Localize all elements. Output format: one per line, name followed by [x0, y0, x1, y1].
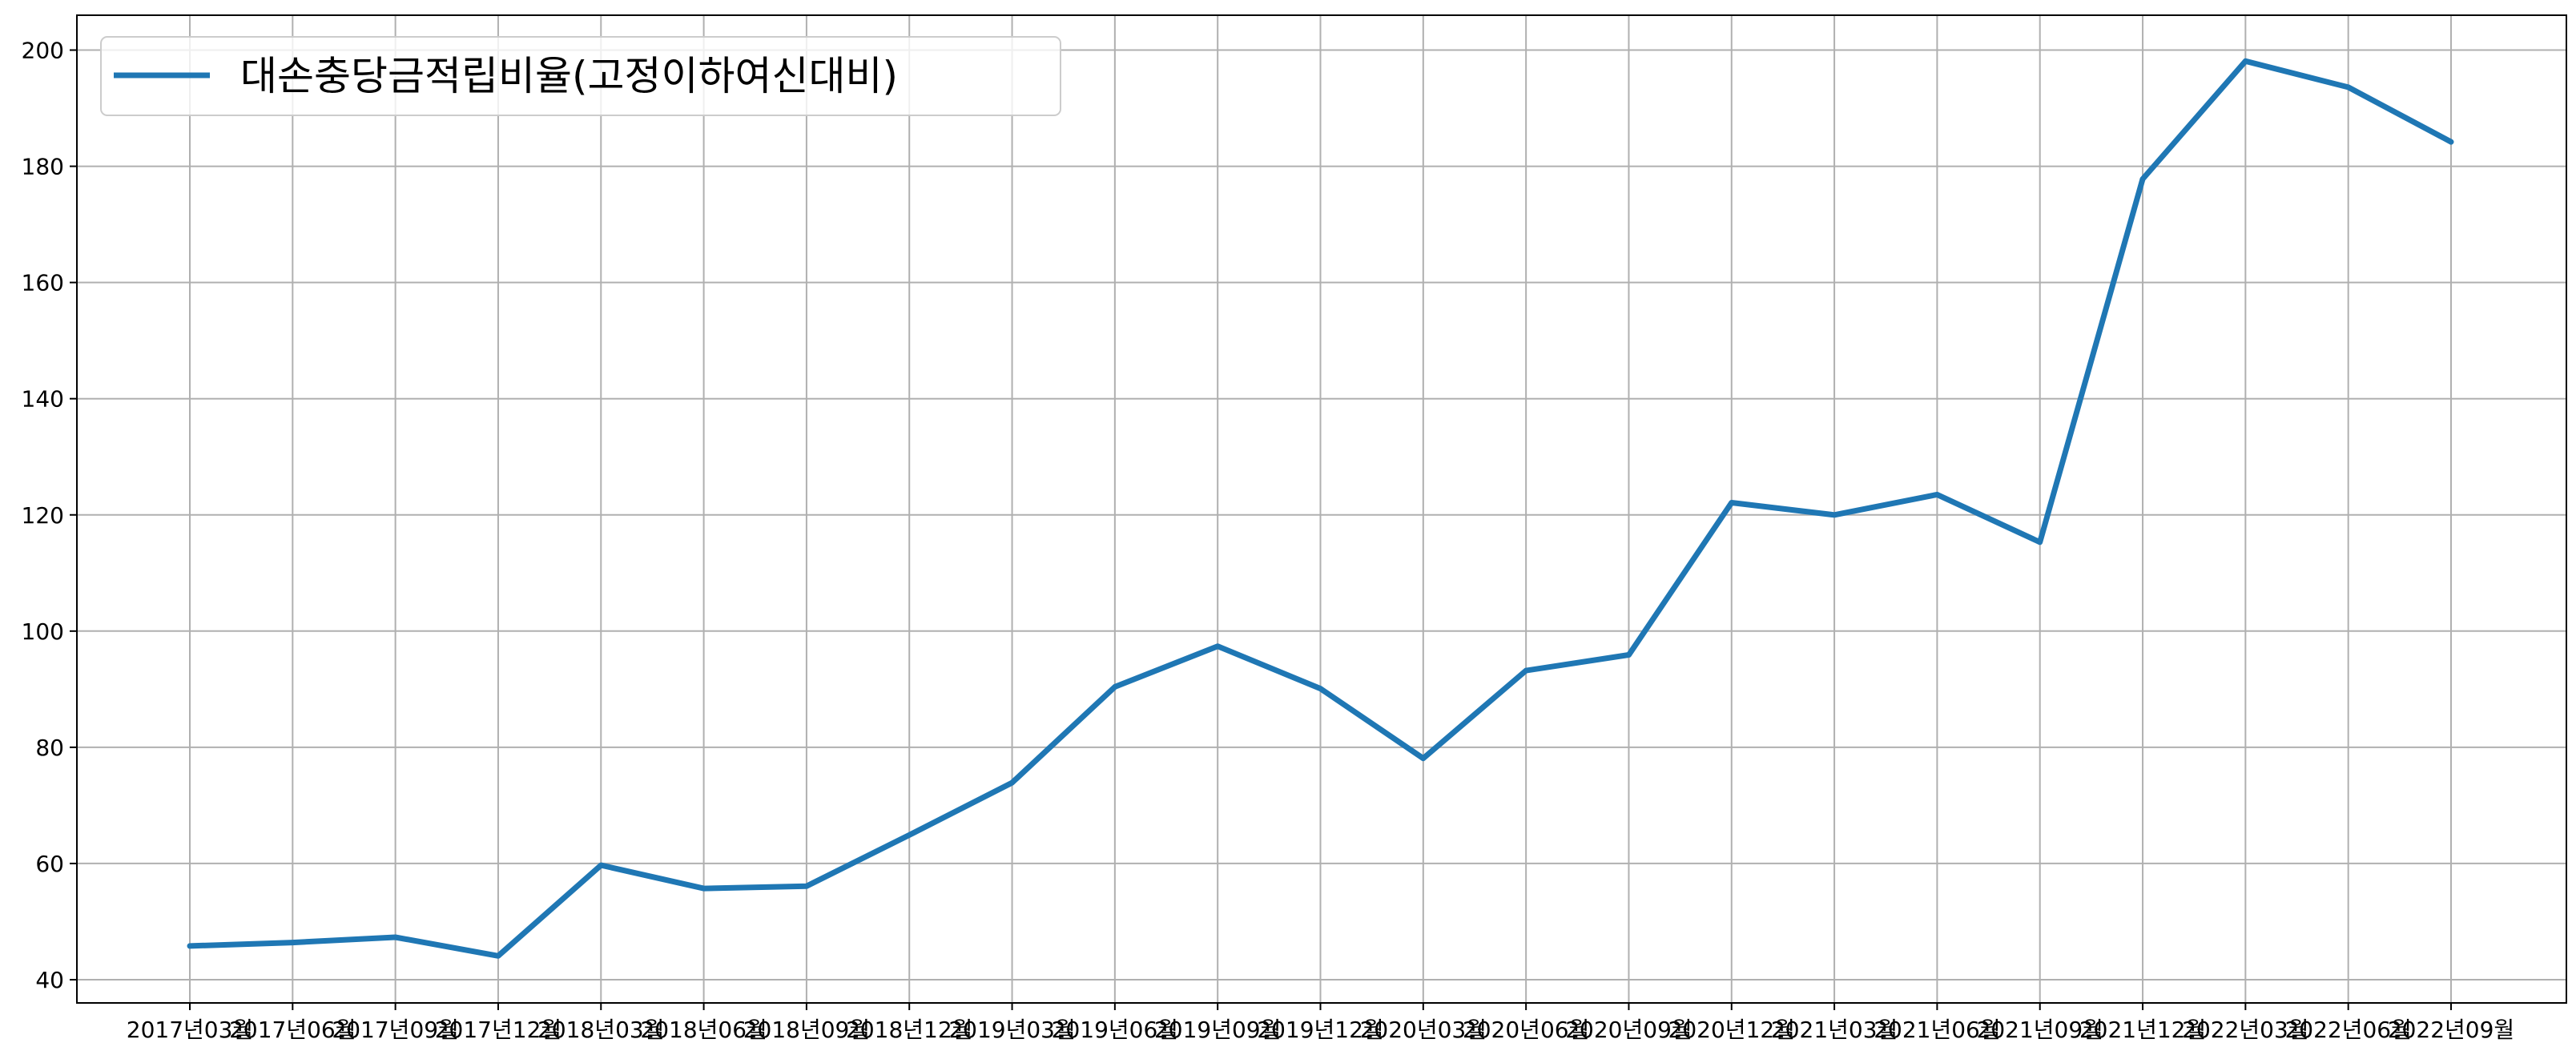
- y-tick-label: 80: [35, 735, 64, 761]
- data-point: [908, 834, 910, 836]
- x-tick-label: 2019년12월: [1257, 1017, 1383, 1043]
- grid-lines: [77, 15, 2566, 1003]
- x-tick-label: 2022년03월: [2182, 1017, 2308, 1043]
- y-axis: 40 60 80 100 120 140 160 180 200: [22, 38, 77, 993]
- x-tick-label: 2020년12월: [1668, 1017, 1795, 1043]
- data-point: [292, 942, 293, 944]
- y-tick-label: 60: [35, 851, 64, 877]
- data-point: [1833, 514, 1835, 516]
- y-tick-label: 100: [22, 618, 64, 645]
- x-tick-label: 2017년12월: [435, 1017, 561, 1043]
- data-point: [2244, 60, 2246, 62]
- x-tick-label: 2021년09월: [1977, 1017, 2103, 1043]
- x-tick-label: 2018년03월: [537, 1017, 664, 1043]
- y-tick-label: 40: [35, 967, 64, 993]
- legend: 대손충당금적립비율(고정이하여신대비): [100, 36, 1061, 116]
- x-axis: 2017년03월2017년06월2017년09월2017년12월2018년03월…: [127, 1003, 2514, 1043]
- x-tick-label: 2017년03월: [127, 1017, 253, 1043]
- data-point: [1525, 670, 1527, 671]
- data-point: [189, 945, 191, 947]
- legend-box: [100, 36, 1061, 116]
- y-tick-label: 180: [22, 154, 64, 180]
- data-point: [1628, 654, 1629, 656]
- data-point: [806, 885, 807, 887]
- x-tick-label: 2021년03월: [1771, 1017, 1898, 1043]
- data-point: [1320, 688, 1321, 690]
- y-tick-label: 160: [22, 270, 64, 296]
- x-tick-label: 2017년09월: [332, 1017, 458, 1043]
- x-tick-label: 2022년09월: [2388, 1017, 2514, 1043]
- x-tick-label: 2022년06월: [2284, 1017, 2411, 1043]
- data-point: [703, 888, 705, 889]
- data-point: [1731, 502, 1733, 504]
- data-point: [1936, 493, 1938, 495]
- x-tick-label: 2020년09월: [1565, 1017, 1692, 1043]
- x-tick-label: 2018년06월: [640, 1017, 767, 1043]
- legend-series-label: 대손충당금적립비율(고정이하여신대비): [240, 53, 898, 99]
- data-point: [600, 864, 602, 866]
- data-point: [395, 936, 396, 938]
- x-tick-label: 2020년06월: [1463, 1017, 1589, 1043]
- x-tick-label: 2019년09월: [1154, 1017, 1281, 1043]
- data-point: [2450, 141, 2452, 143]
- x-tick-label: 2019년03월: [948, 1017, 1075, 1043]
- x-tick-label: 2020년03월: [1360, 1017, 1487, 1043]
- y-tick-label: 120: [22, 502, 64, 529]
- x-tick-label: 2019년06월: [1052, 1017, 1178, 1043]
- x-tick-label: 2018년09월: [743, 1017, 870, 1043]
- y-tick-label: 140: [22, 386, 64, 413]
- plot-frame: [76, 14, 2567, 1004]
- x-tick-label: 2017년06월: [229, 1017, 356, 1043]
- y-tick-label: 200: [22, 38, 64, 64]
- series-layer: [187, 58, 2454, 959]
- x-tick-label: 2021년06월: [1874, 1017, 2000, 1043]
- x-tick-label: 2018년12월: [846, 1017, 972, 1043]
- x-tick-label: 2021년12월: [2079, 1017, 2206, 1043]
